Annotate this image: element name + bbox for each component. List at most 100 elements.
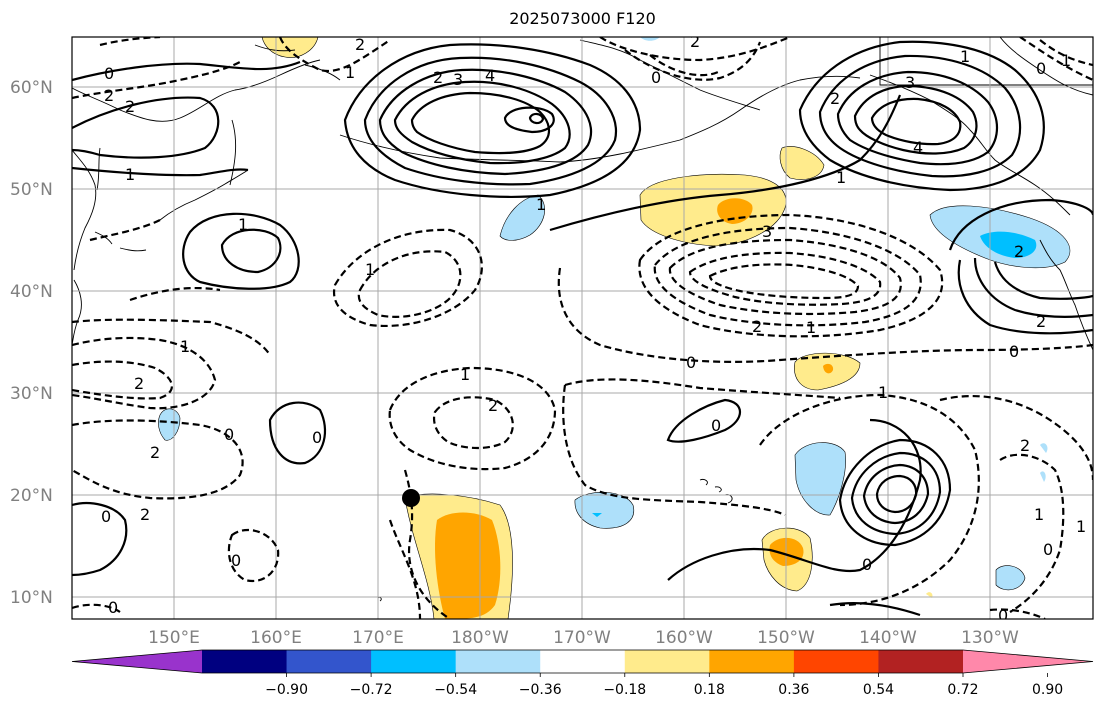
contour-negative xyxy=(388,366,557,471)
contour-negative xyxy=(557,267,1093,363)
coastline xyxy=(377,596,382,602)
shade-negative xyxy=(995,565,1026,591)
contour-label: 2 xyxy=(690,32,700,51)
colorbar-tick-label: 0.18 xyxy=(694,682,725,698)
contour-negative xyxy=(653,226,922,327)
contour-label: 1 xyxy=(345,63,355,82)
contour-label: 4 xyxy=(485,66,495,85)
contour-positive xyxy=(378,68,593,176)
contour-positive xyxy=(948,198,1093,251)
contour-negative xyxy=(624,41,762,81)
contour-positive xyxy=(818,54,1022,178)
contour-label: 0 xyxy=(1036,59,1046,78)
positive-contours xyxy=(72,40,1093,617)
negative-contours xyxy=(72,37,1093,619)
contour-positive xyxy=(393,80,571,165)
contour-negative xyxy=(72,318,271,356)
contour-label: 3 xyxy=(762,222,772,241)
contour-label: 0 xyxy=(1043,540,1053,559)
colorbar-tick-label: 0.72 xyxy=(947,682,978,698)
coastline xyxy=(869,74,1071,216)
contour-label: 2 xyxy=(830,89,840,108)
contour-label: 1 xyxy=(365,260,375,279)
contour-negative xyxy=(668,238,902,316)
contour-positive xyxy=(72,96,220,159)
shade-positive-strong xyxy=(434,512,501,619)
contour-negative xyxy=(72,603,121,613)
contour-positive xyxy=(850,451,942,536)
contour-label: 2 xyxy=(104,86,114,105)
contour-label: 1 xyxy=(460,365,470,384)
longitude-labels: 150°E 160°E 170°E 180°W 170°W 160°W 150°… xyxy=(148,628,1019,648)
shade-positive-strong xyxy=(769,537,804,566)
contour-label: 1 xyxy=(1076,517,1086,536)
lat-label: 10°N xyxy=(10,588,53,608)
contour-positive xyxy=(870,97,962,146)
coastline xyxy=(1039,239,1093,351)
contour-negative xyxy=(72,360,173,400)
contour-label: 0 xyxy=(231,551,241,570)
contour-label: 1 xyxy=(836,168,846,187)
contour-positive xyxy=(72,166,249,177)
shade-negative xyxy=(1040,471,1046,482)
map-title: 2025073000 F120 xyxy=(509,9,656,28)
contour-label: 0 xyxy=(651,68,661,87)
contour-negative xyxy=(688,251,882,306)
contour-label: 0 xyxy=(312,428,322,447)
contour-positive xyxy=(72,502,128,577)
colorbar-swatch xyxy=(202,650,288,673)
contour-positive xyxy=(853,84,978,155)
shade-negative xyxy=(499,194,545,241)
contour-label: 0 xyxy=(998,606,1008,625)
contour-negative xyxy=(227,528,280,583)
contour-positive xyxy=(182,212,300,290)
contour-negative xyxy=(72,336,217,410)
colorbar-tick-label: −0.18 xyxy=(603,682,646,698)
contour-negative xyxy=(332,228,483,327)
contour-negative xyxy=(939,394,1093,481)
lon-label: 180°W xyxy=(451,628,509,648)
contour-label: 2 xyxy=(433,68,443,87)
contour-label: 3 xyxy=(905,73,915,92)
contour-label: 1 xyxy=(1034,505,1044,524)
colorbar-tick-label: −0.54 xyxy=(434,682,477,698)
contour-negative xyxy=(649,54,719,77)
coastline xyxy=(879,37,1093,86)
shade-positive-strong xyxy=(823,363,834,374)
coastline xyxy=(339,75,861,163)
colorbar-swatch xyxy=(540,650,626,673)
colorbar-tick-label: −0.90 xyxy=(265,682,308,698)
coastline xyxy=(72,279,82,346)
contour-negative xyxy=(278,37,391,73)
contour-label: 2 xyxy=(140,505,150,524)
shade-negative-strong xyxy=(980,231,1037,258)
contour-label: 0 xyxy=(686,353,696,372)
contour-positive xyxy=(667,418,922,581)
contour-negative xyxy=(599,37,791,62)
contour-positive xyxy=(72,60,301,82)
coastline xyxy=(159,169,249,221)
colorbar-tick-label: 0.36 xyxy=(778,682,809,698)
contour-label: 1 xyxy=(960,47,970,66)
colorbar-swatch xyxy=(371,650,457,673)
contour-label: 3 xyxy=(453,70,463,89)
contour-negative xyxy=(708,263,860,300)
lon-label: 140°W xyxy=(859,628,917,648)
lat-label: 30°N xyxy=(10,384,53,404)
lon-label: 170°E xyxy=(352,628,404,648)
lat-label: 20°N xyxy=(10,486,53,506)
coastline xyxy=(72,149,97,271)
coastline xyxy=(96,147,101,191)
colorbar-swatch xyxy=(455,650,541,673)
graticule xyxy=(72,37,1093,619)
contour-negative xyxy=(129,286,221,302)
contour-label: 1 xyxy=(806,318,816,337)
contour-positive xyxy=(836,70,999,166)
contour-label: 2 xyxy=(1020,436,1030,455)
contour-negative xyxy=(989,608,1046,619)
contour-label: 1 xyxy=(536,195,546,214)
contour-positive xyxy=(503,106,555,134)
contour-positive xyxy=(549,94,902,232)
contour-negative xyxy=(432,396,514,450)
